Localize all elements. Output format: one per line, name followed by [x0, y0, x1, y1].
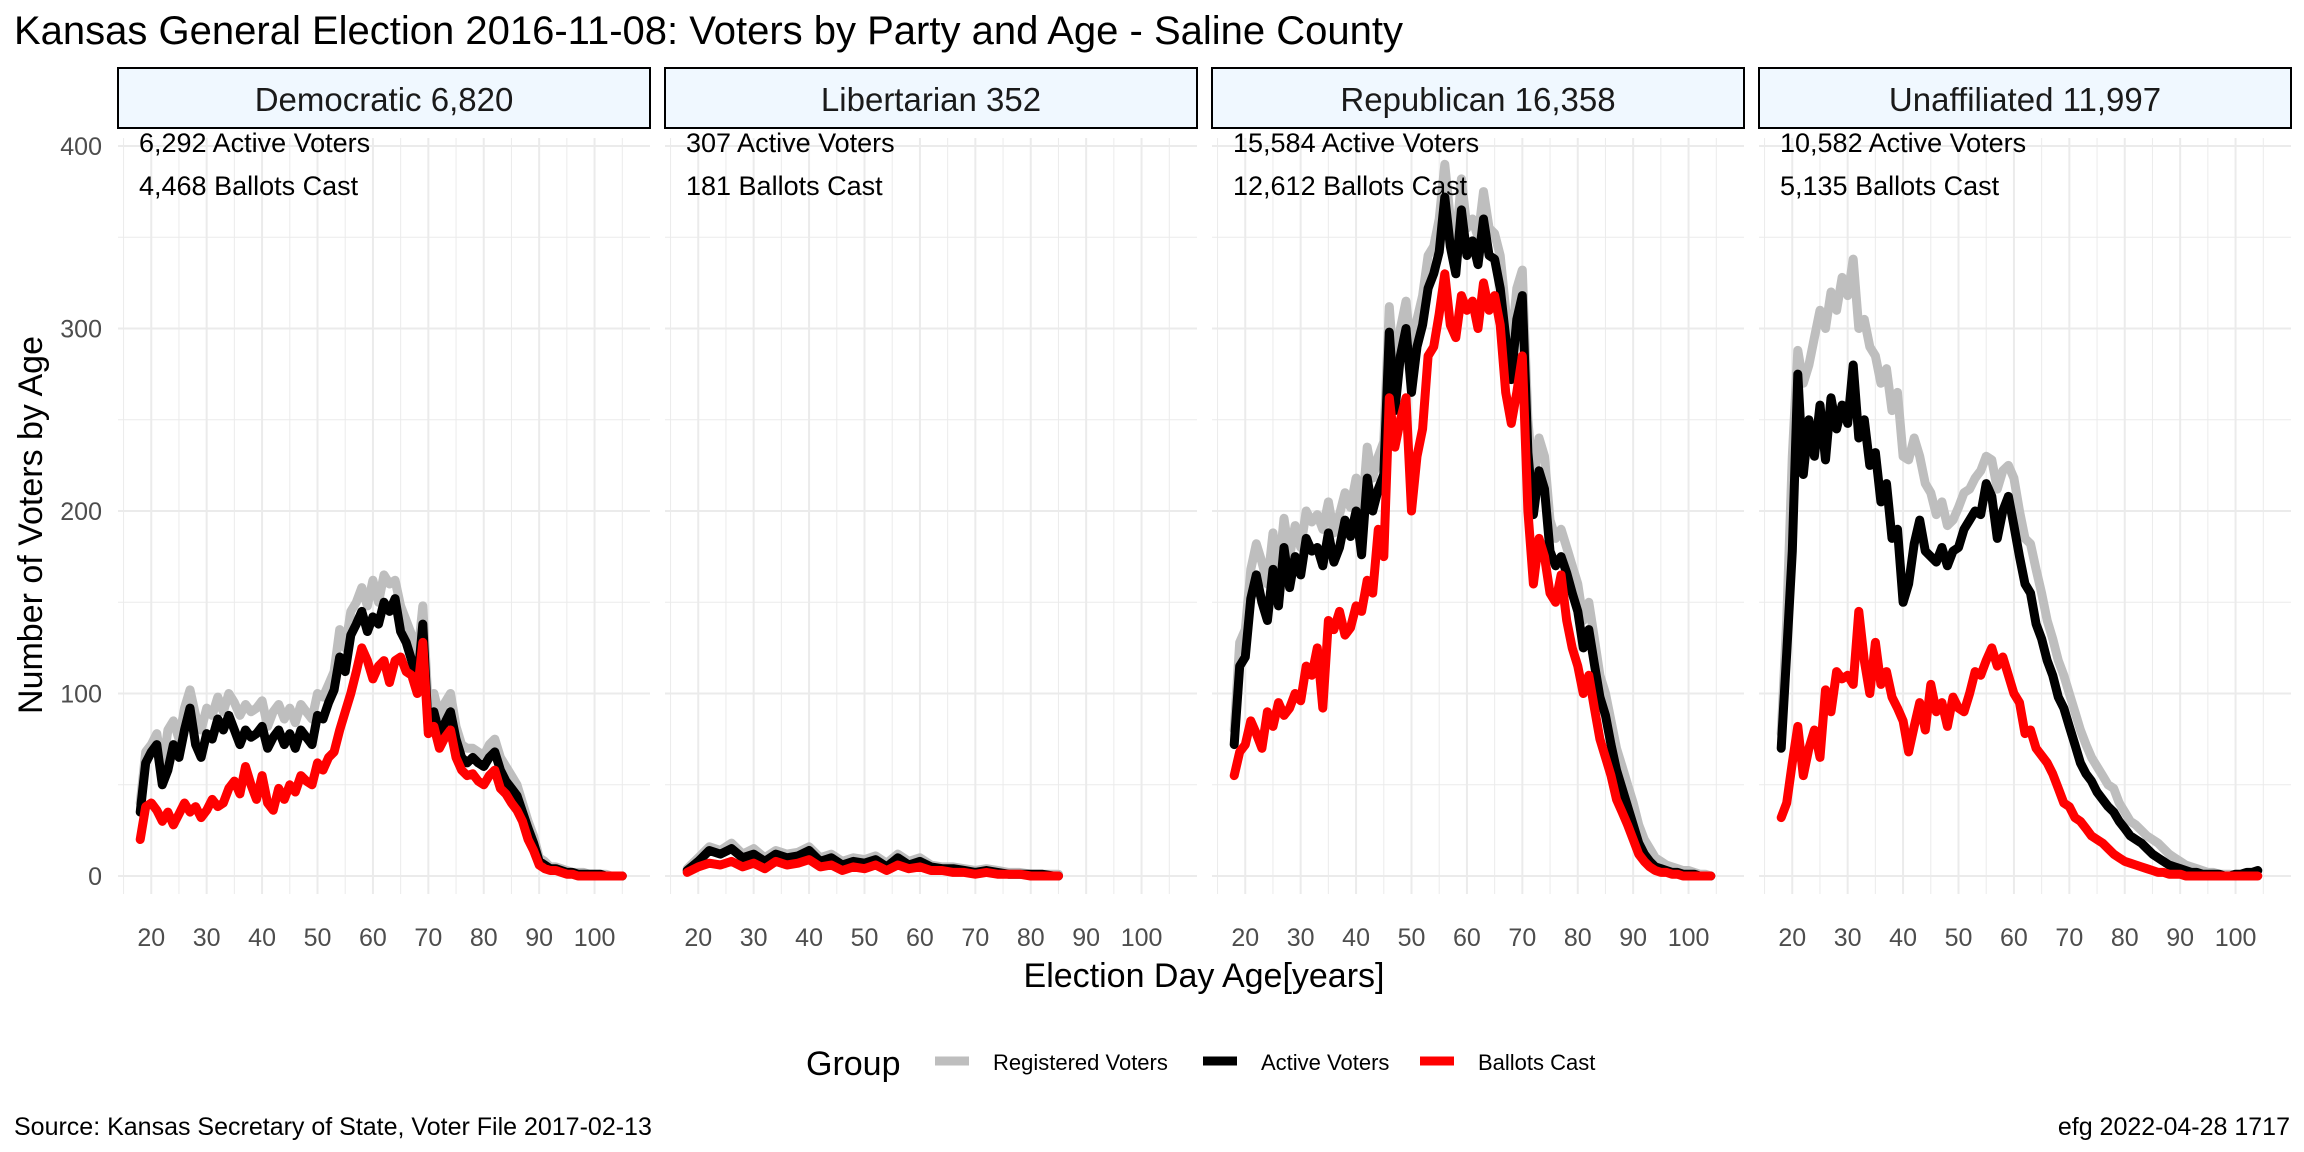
y-tick-label: 100 [60, 681, 102, 709]
annotation-ballots-cast: 5,135 Ballots Cast [1780, 171, 2000, 201]
facet-panels: Democratic 6,820 6,292 Active Voters 4,468… [117, 67, 2292, 952]
x-tick-label: 50 [851, 924, 879, 952]
y-axis-label: Number of Voters by Age [12, 336, 50, 714]
y-tick-label: 300 [60, 316, 102, 344]
x-tick-label: 90 [525, 924, 553, 952]
x-tick-label: 20 [1231, 924, 1259, 952]
source-note: Source: Kansas Secretary of State, Voter… [14, 1113, 652, 1141]
x-tick-label: 80 [1564, 924, 1592, 952]
annotation-active-voters: 307 Active Voters [686, 128, 895, 158]
panel-grid [665, 138, 1197, 894]
x-tick-label: 50 [304, 924, 332, 952]
facet-strip-label: Unaffiliated 11,997 [1889, 81, 2161, 118]
x-tick-label: 70 [414, 924, 442, 952]
annotation-active-voters: 10,582 Active Voters [1780, 128, 2026, 158]
series-line-ballots-cast [1776, 606, 2263, 881]
credit-note: efg 2022-04-28 1717 [2058, 1113, 2290, 1141]
x-axis-label: Election Day Age[years] [1024, 957, 1385, 995]
y-tick-label: 0 [88, 863, 102, 891]
facet-panel: Democratic 6,820 6,292 Active Voters 4,468… [117, 67, 651, 952]
series-line-ballots-cast [682, 855, 1063, 881]
facet-strip-label: Democratic 6,820 [255, 81, 514, 118]
annotation-active-voters: 6,292 Active Voters [139, 128, 370, 158]
x-tick-label: 40 [1889, 924, 1917, 952]
panel-grid [1759, 138, 2291, 894]
facet-strip-label: Libertarian 352 [821, 81, 1041, 118]
x-tick-label: 20 [1778, 924, 1806, 952]
panel-grid [118, 138, 650, 894]
x-tick-label: 70 [1508, 924, 1536, 952]
x-tick-label: 100 [574, 924, 616, 952]
x-tick-label: 60 [906, 924, 934, 952]
series-line-registered-voters [1776, 254, 2263, 881]
y-axis: 0 100 200 300 400 [60, 133, 102, 891]
annotation-ballots-cast: 4,468 Ballots Cast [139, 171, 359, 201]
x-tick-label: 60 [1453, 924, 1481, 952]
series-line-active-voters [1229, 192, 1716, 881]
x-tick-label: 90 [1619, 924, 1647, 952]
x-tick-label: 90 [1072, 924, 1100, 952]
x-tick-label: 40 [248, 924, 276, 952]
facet-strip-label: Republican 16,358 [1340, 81, 1615, 118]
facet-strip [117, 67, 651, 129]
facet-panel: Unaffiliated 11,997 10,582 Active Voters 5… [1758, 67, 2292, 952]
legend-item-label: Active Voters [1261, 1050, 1389, 1075]
x-tick-label: 40 [795, 924, 823, 952]
series-line-ballots-cast [1229, 269, 1716, 881]
legend-item-label: Registered Voters [993, 1050, 1168, 1075]
x-tick-label: 100 [1121, 924, 1163, 952]
facet-panel: Republican 16,358 15,584 Active Voters 12,… [1211, 67, 1745, 952]
series-line-active-voters [1776, 360, 2263, 881]
x-tick-label: 80 [470, 924, 498, 952]
x-tick-label: 50 [1945, 924, 1973, 952]
x-tick-label: 80 [2111, 924, 2139, 952]
x-tick-label: 80 [1017, 924, 1045, 952]
x-tick-label: 70 [2055, 924, 2083, 952]
x-tick-label: 90 [2166, 924, 2194, 952]
facet-strip [1758, 67, 2292, 129]
legend: Group Registered Voters Active Voters Ball… [806, 1045, 1595, 1083]
x-tick-label: 60 [359, 924, 387, 952]
x-tick-label: 100 [1668, 924, 1710, 952]
y-tick-label: 200 [60, 498, 102, 526]
chart-title: Kansas General Election 2016-11-08: Vote… [14, 9, 1403, 53]
series-line-active-voters [135, 594, 627, 881]
legend-item-label: Ballots Cast [1478, 1050, 1595, 1075]
x-tick-label: 30 [1834, 924, 1862, 952]
x-tick-label: 40 [1342, 924, 1370, 952]
x-tick-label: 60 [2000, 924, 2028, 952]
x-tick-label: 20 [137, 924, 165, 952]
series-line-ballots-cast [135, 637, 627, 881]
annotation-active-voters: 15,584 Active Voters [1233, 128, 1479, 158]
legend-title: Group [806, 1045, 901, 1083]
x-tick-label: 30 [1287, 924, 1315, 952]
facet-panel: Libertarian 352 307 Active Voters 181 Ball… [664, 67, 1198, 952]
x-tick-label: 30 [740, 924, 768, 952]
facet-strip [1211, 67, 1745, 129]
x-tick-label: 30 [193, 924, 221, 952]
facet-strip [664, 67, 1198, 129]
x-tick-label: 20 [684, 924, 712, 952]
x-tick-label: 70 [961, 924, 989, 952]
x-tick-label: 50 [1398, 924, 1426, 952]
series-line-registered-voters [1229, 159, 1716, 881]
x-tick-label: 100 [2215, 924, 2257, 952]
y-tick-label: 400 [60, 133, 102, 161]
annotation-ballots-cast: 181 Ballots Cast [686, 171, 883, 201]
annotation-ballots-cast: 12,612 Ballots Cast [1233, 171, 1468, 201]
